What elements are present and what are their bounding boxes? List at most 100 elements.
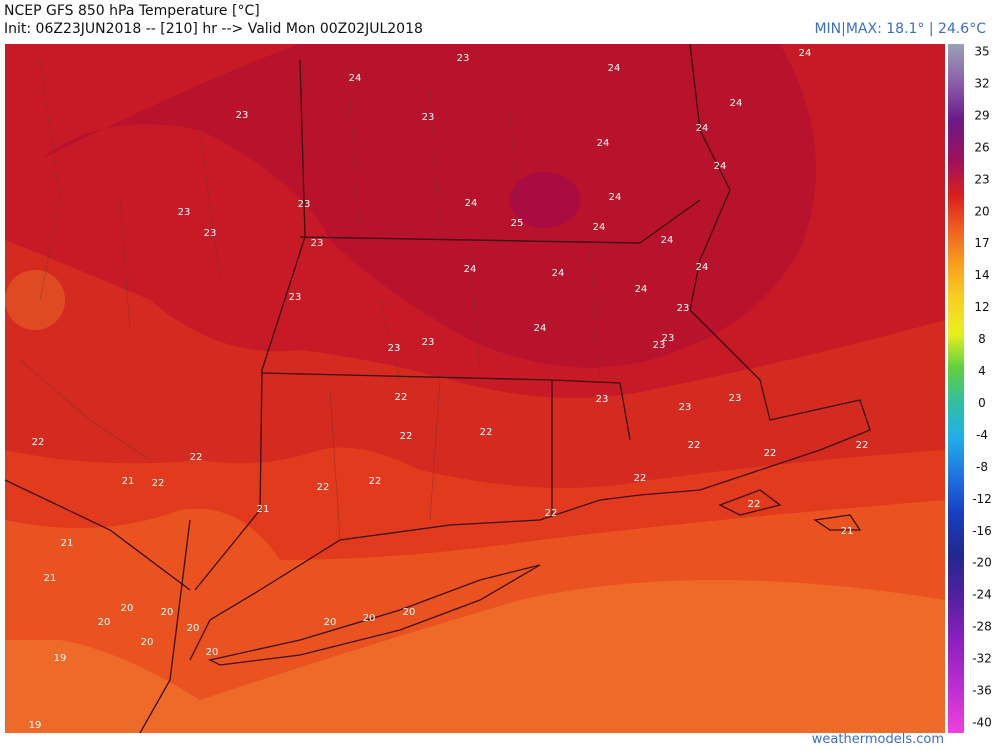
temp-label: 24: [696, 123, 709, 134]
temp-label: 24: [661, 235, 674, 246]
colorbar-tick-label: -32: [972, 652, 992, 666]
temp-label: 23: [677, 303, 690, 314]
temp-label: 23: [298, 199, 311, 210]
init-line: Init: 06Z23JUN2018 -- [210] hr --> Valid…: [4, 21, 423, 37]
temp-label: 24: [465, 198, 478, 209]
temp-label: 23: [422, 112, 435, 123]
island: [718, 489, 782, 516]
long-island: [208, 564, 541, 666]
temp-label: 20: [121, 603, 134, 614]
temp-label: 21: [44, 573, 57, 584]
temp-label: 24: [534, 323, 547, 334]
temp-label: 22: [764, 448, 777, 459]
temp-label: 24: [464, 264, 477, 275]
colorbar-tick-label: 12: [974, 300, 989, 314]
temp-label: 24: [552, 268, 565, 279]
temp-label: 20: [161, 607, 174, 618]
temp-label: 24: [349, 73, 362, 84]
temp-label: 24: [696, 262, 709, 273]
colorbar-tick-label: 23: [974, 172, 989, 186]
colorbar-tick-label: -16: [972, 524, 992, 538]
colorbar-tick-label: -8: [976, 460, 988, 474]
colorbar-tick-label: 14: [974, 268, 989, 282]
temp-label: 23: [204, 228, 217, 239]
colorbar-tick-label: 32: [974, 76, 989, 90]
temp-label: 20: [403, 607, 416, 618]
temp-label: 23: [311, 238, 324, 249]
temp-label: 20: [98, 617, 111, 628]
temp-label: 22: [152, 478, 165, 489]
temp-label: 23: [236, 110, 249, 121]
temp-label: 24: [635, 284, 648, 295]
temp-label: 23: [289, 292, 302, 303]
temp-label: 22: [545, 508, 558, 519]
colorbar-tick-label: -40: [972, 716, 992, 730]
colorbar-tick-label: 17: [974, 236, 989, 250]
title: NCEP GFS 850 hPa Temperature [°C]: [4, 3, 260, 19]
colorbar-tick-label: 26: [974, 140, 989, 154]
colorbar-tick-label: 8: [978, 332, 986, 346]
state-border: [194, 59, 306, 591]
colorbar-tick-label: -20: [972, 556, 992, 570]
temp-label: 21: [841, 526, 854, 537]
temp-label: 24: [799, 48, 812, 59]
temp-label: 19: [29, 720, 42, 731]
colorbar-tick-label: 35: [974, 45, 989, 59]
temp-label: 24: [597, 138, 610, 149]
temp-label: 23: [662, 333, 675, 344]
river: [139, 519, 191, 734]
state-border: [261, 372, 631, 441]
temp-label: 22: [317, 482, 330, 493]
temp-label: 21: [61, 538, 74, 549]
colorbar-tick-label: -28: [972, 620, 992, 634]
temp-label: 24: [609, 192, 622, 203]
temp-label: 20: [141, 637, 154, 648]
temp-label: 22: [190, 452, 203, 463]
temp-label: 21: [122, 476, 135, 487]
temp-label: 19: [54, 653, 67, 664]
field-warm-pocket: [5, 270, 65, 330]
colorbar-tick-label: 29: [974, 108, 989, 122]
colorbar-tick-label: 0: [978, 396, 986, 410]
temp-label: 22: [32, 437, 45, 448]
temp-label: 22: [688, 440, 701, 451]
colorbar: [948, 44, 964, 733]
temp-label: 24: [730, 98, 743, 109]
state-border: [4, 479, 191, 591]
borders: [4, 43, 871, 734]
temp-label: 20: [363, 613, 376, 624]
temp-label: 22: [856, 440, 869, 451]
coastline: [189, 43, 871, 661]
temp-label: 22: [400, 431, 413, 442]
temp-label: 20: [206, 647, 219, 658]
colorbar-tick-label: -24: [972, 588, 992, 602]
field-25: [510, 172, 580, 228]
temp-label: 22: [395, 392, 408, 403]
temp-label: 23: [178, 207, 191, 218]
temp-label: 23: [388, 343, 401, 354]
temp-label: 23: [422, 337, 435, 348]
temp-label: 23: [729, 393, 742, 404]
temp-label: 23: [457, 53, 470, 64]
temp-label: 23: [653, 340, 666, 351]
temp-label: 20: [324, 617, 337, 628]
temp-label: 24: [608, 63, 621, 74]
state-border: [299, 199, 701, 244]
colorbar-tick-label: -36: [972, 684, 992, 698]
temp-label: 24: [593, 222, 606, 233]
temp-label: 22: [369, 476, 382, 487]
colorbar-tick-label: -12: [972, 492, 992, 506]
colorbar-tick-label: 20: [974, 204, 989, 218]
colorbar-tick-label: 4: [978, 364, 986, 378]
site-credit: weathermodels.com: [811, 732, 944, 747]
temp-label: 22: [634, 473, 647, 484]
min-max: MIN|MAX: 18.1° | 24.6°C: [814, 21, 986, 37]
island: [813, 514, 862, 531]
temperature-field: [5, 44, 945, 733]
county-lines: [19, 59, 601, 541]
temp-label: 24: [714, 161, 727, 172]
temp-label: 22: [748, 499, 761, 510]
temp-label: 22: [480, 427, 493, 438]
